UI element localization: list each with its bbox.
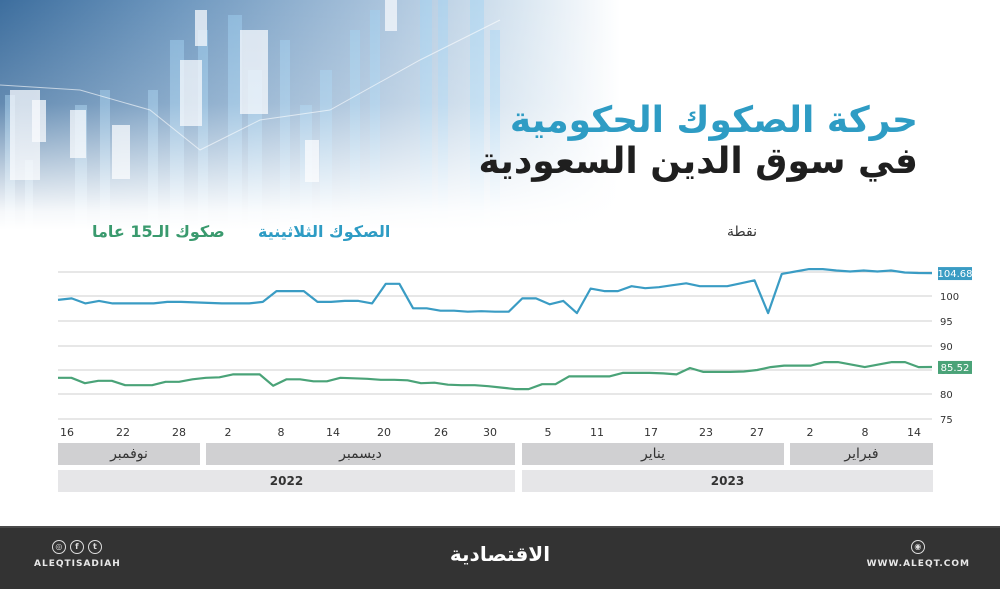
y-tick-label: 90: [940, 342, 953, 353]
globe-icon: ◉: [911, 540, 926, 554]
x-tick-label: 22: [116, 426, 130, 439]
legend-series-30yr: الصكوك الثلاثينية: [258, 222, 391, 241]
x-tick-label: 20: [377, 426, 391, 439]
end-value-badge: [938, 267, 972, 281]
month-label: نوفمبر: [58, 443, 200, 465]
year-label: 2023: [522, 470, 933, 492]
y-tick-label: 100: [940, 292, 959, 303]
facebook-icon[interactable]: f: [70, 540, 85, 554]
header-background: [0, 0, 1000, 230]
social-handle-text: ALEQTISADIAH: [34, 559, 121, 569]
x-tick-label: 8: [862, 426, 869, 439]
brand-logo: الاقتصادية: [449, 542, 551, 566]
unit-label: نقطة: [727, 224, 757, 240]
x-tick-label: 26: [434, 426, 448, 439]
line-chart: 1051009590858075162228281420263051117232…: [57, 267, 973, 439]
x-tick-label: 27: [750, 426, 764, 439]
twitter-icon[interactable]: t: [88, 540, 103, 554]
website: ◉ WWW.ALEQT.COM: [867, 540, 970, 569]
end-value-label: 104.68: [938, 269, 973, 280]
footer-bar: ◎ f t ALEQTISADIAH الاقتصادية ◉ WWW.ALEQ…: [0, 526, 1000, 589]
y-tick-label: 80: [940, 390, 953, 401]
x-tick-label: 8: [278, 426, 285, 439]
x-tick-label: 16: [60, 426, 74, 439]
y-tick-label: 95: [940, 317, 953, 328]
legend-series-15yr: صكوك الـ15 عاما: [92, 222, 225, 241]
x-tick-label: 28: [172, 426, 186, 439]
x-tick-label: 30: [483, 426, 497, 439]
title-line-1: حركة الصكوك الحكومية: [509, 100, 918, 141]
month-label: ديسمبر: [206, 443, 515, 465]
website-link[interactable]: WWW.ALEQT.COM: [866, 559, 970, 569]
x-tick-label: 17: [644, 426, 658, 439]
title-line-2: في سوق الدين السعودية: [478, 141, 918, 183]
x-tick-label: 11: [590, 426, 604, 439]
y-tick-label: 75: [940, 415, 953, 426]
end-value-label: 85.52: [941, 363, 970, 374]
x-tick-label: 14: [326, 426, 340, 439]
series-15yr-line: [58, 361, 933, 391]
series-30yr-line: [57, 268, 933, 315]
x-tick-label: 5: [545, 426, 552, 439]
end-value-badge: [938, 360, 972, 374]
x-tick-label: 23: [699, 426, 713, 439]
chart-title: حركة الصكوك الحكومية في سوق الدين السعود…: [478, 100, 918, 183]
month-label: فبراير: [790, 443, 933, 465]
social-handle: ◎ f t ALEQTISADIAH: [34, 540, 121, 569]
month-label: يناير: [522, 443, 784, 465]
x-tick-label: 14: [907, 426, 921, 439]
instagram-icon[interactable]: ◎: [52, 540, 67, 554]
year-label: 2022: [58, 470, 515, 492]
x-tick-label: 2: [225, 426, 232, 439]
x-tick-label: 2: [807, 426, 814, 439]
